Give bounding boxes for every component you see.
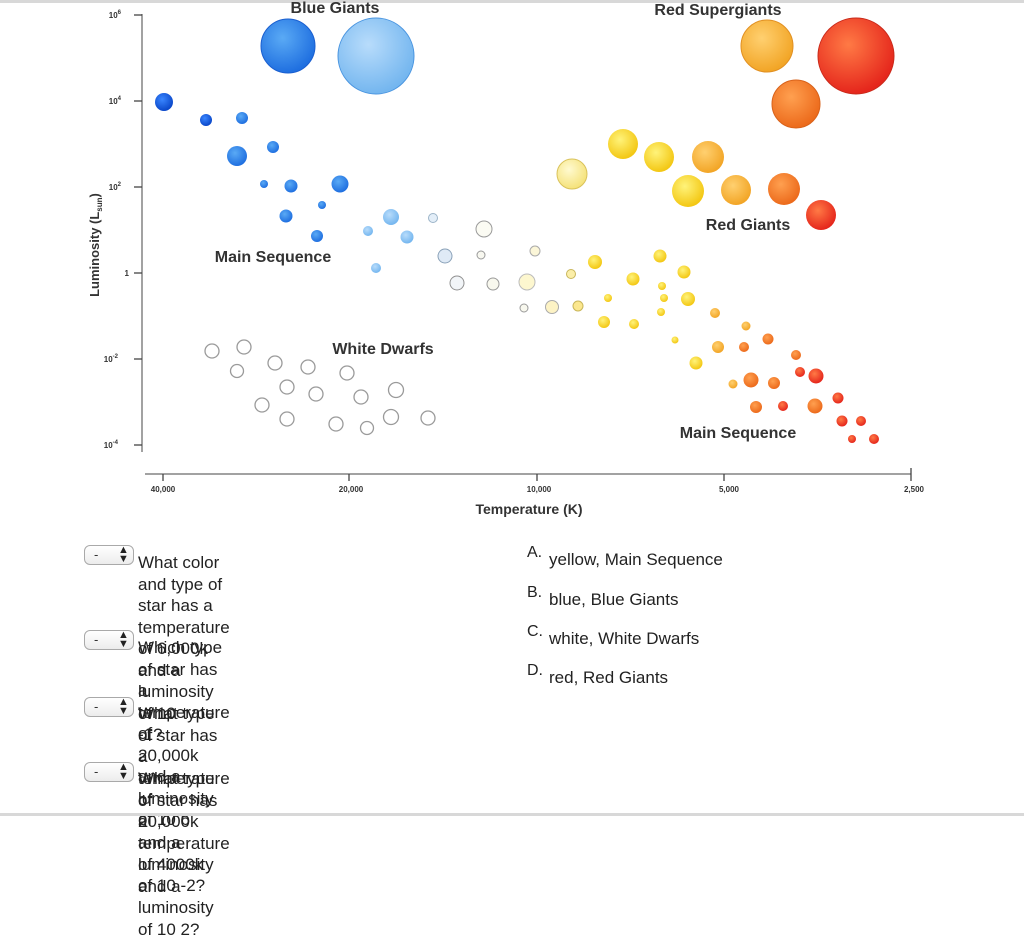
red-supergiant-stars — [740, 17, 895, 129]
x-tick-label: 10,000 — [527, 485, 552, 494]
answer-letter: D. — [527, 662, 543, 679]
question-text-2: Which type of star has a temperature of … — [138, 638, 230, 829]
answer-text: white, White Dwarfs — [549, 629, 700, 648]
answer-text: red, Red Giants — [549, 668, 669, 687]
red-supergiants-label: Red Supergiants — [654, 2, 781, 19]
red-giants-label: Red Giants — [706, 217, 791, 234]
main-sequence-yellow-stars — [475, 158, 703, 370]
x-axis-label: Temperature (K) — [475, 501, 582, 517]
question-text-1: What color and type of star has a temper… — [138, 553, 230, 744]
x-tick-label: 40,000 — [151, 485, 176, 494]
select-arrows-icon: ▲ ▼ — [118, 696, 129, 717]
bottom-divider — [0, 813, 1024, 816]
answer-text: yellow, Main Sequence — [549, 550, 723, 569]
x-tick-label: 5,000 — [719, 485, 740, 494]
y-tick-label: 10-4 — [104, 440, 119, 450]
white-dwarfs-label: White Dwarfs — [332, 341, 433, 358]
x-tick-label: 20,000 — [339, 485, 364, 494]
y-tick-label: 104 — [109, 96, 122, 106]
red-giant-stars — [608, 129, 836, 230]
y-axis-label: Luminosity (Lsun) — [87, 193, 104, 297]
answer-select-3[interactable]: - ▲ ▼ — [84, 697, 134, 717]
blue-giants-label: Blue Giants — [291, 0, 380, 17]
answer-letter: C. — [527, 623, 543, 640]
select-value: - — [94, 632, 99, 647]
top-divider — [0, 0, 1024, 3]
blue-giant-stars — [260, 17, 415, 95]
y-tick-label: 106 — [109, 10, 122, 20]
select-value: - — [94, 699, 99, 714]
select-value: - — [94, 764, 99, 779]
question-text-4: What type of star has a temperature of 4… — [138, 769, 230, 939]
white-dwarf-stars — [204, 339, 436, 436]
y-tick-label: 10-2 — [104, 354, 119, 364]
select-arrows-icon: ▲ ▼ — [118, 629, 129, 650]
select-arrows-icon: ▲ ▼ — [118, 761, 129, 782]
answer-select-1[interactable]: - ▲ ▼ — [84, 545, 134, 565]
answer-text: blue, Blue Giants — [549, 590, 679, 609]
select-arrows-icon: ▲ ▼ — [118, 544, 129, 565]
main-sequence-upper-label: Main Sequence — [215, 249, 332, 266]
y-tick-label: 1 — [125, 269, 130, 278]
answer-select-4[interactable]: - ▲ ▼ — [84, 762, 134, 782]
hr-diagram: 106 104 102 1 10-2 10-4 Luminosity (Lsun… — [87, 0, 925, 517]
x-tick-label: 2,500 — [904, 485, 925, 494]
answer-letter: A. — [527, 544, 543, 561]
x-axis: 40,000 20,000 10,000 5,000 2,500 Tempera… — [145, 468, 925, 517]
answer-select-2[interactable]: - ▲ ▼ — [84, 630, 134, 650]
y-axis: 106 104 102 1 10-2 10-4 Luminosity (Lsun… — [87, 10, 143, 452]
y-tick-label: 102 — [109, 182, 122, 192]
main-sequence-lower-label: Main Sequence — [680, 425, 797, 442]
main-sequence-blue-stars — [155, 93, 465, 291]
answer-letter: B. — [527, 584, 543, 601]
select-value: - — [94, 547, 99, 562]
main-sequence-red-stars — [710, 308, 879, 444]
region-labels: Blue Giants Red Supergiants Red Giants M… — [215, 0, 797, 442]
